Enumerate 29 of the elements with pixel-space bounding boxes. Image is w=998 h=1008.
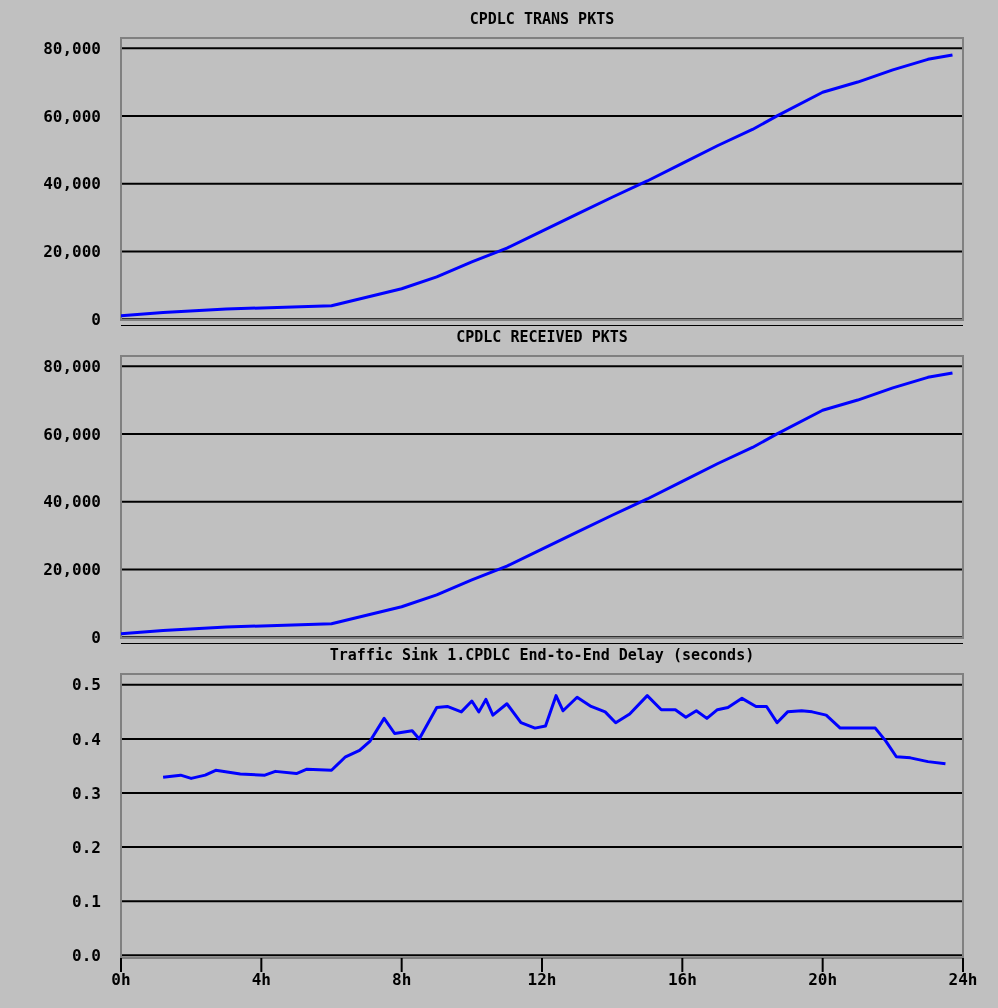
line-series (121, 371, 954, 636)
y-tick-label: 80,000 (43, 356, 101, 376)
y-tick-label: 0 (91, 309, 101, 329)
y-tick-label: 80,000 (43, 38, 101, 58)
chart-title: CPDLC TRANS PKTS (468, 10, 616, 28)
y-tick-label: 40,000 (43, 174, 101, 194)
x-tick-label: 8h (392, 970, 412, 990)
chart-title: Traffic Sink 1.CPDLC End-to-End Delay (seconds) (328, 646, 756, 664)
y-tick-label: 0.4 (72, 729, 101, 749)
y-tick-label: 20,000 (43, 242, 101, 262)
x-tick-label: 4h (251, 970, 271, 990)
y-tick-label: 20,000 (43, 560, 101, 580)
chart-title: CPDLC RECEIVED PKTS (455, 328, 629, 346)
y-tick-label: 60,000 (43, 106, 101, 126)
y-tick-label: 0.5 (72, 675, 101, 695)
y-tick-label: 40,000 (43, 492, 101, 512)
x-tick-label: 20h (808, 970, 838, 990)
y-tick-label: 60,000 (43, 424, 101, 444)
x-tick-label: 0h (111, 970, 131, 990)
y-tick-label: 0.3 (72, 783, 101, 803)
x-tick-label: 12h (527, 970, 557, 990)
line-series (161, 694, 947, 780)
x-tick-label: 16h (667, 970, 697, 990)
line-series (121, 53, 954, 318)
y-tick-label: 0.1 (72, 891, 101, 911)
x-tick-label: 24h (948, 970, 978, 990)
y-tick-label: 0 (91, 627, 101, 647)
y-tick-label: 0.0 (72, 945, 101, 965)
y-tick-label: 0.2 (72, 837, 101, 857)
